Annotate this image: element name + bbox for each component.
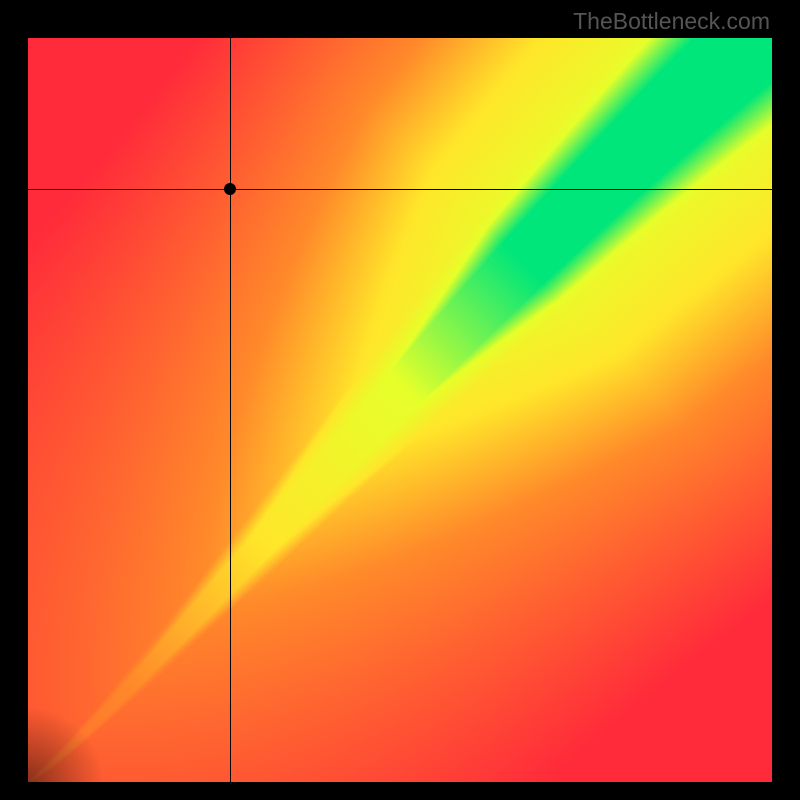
crosshair-horizontal — [28, 189, 772, 190]
heatmap-canvas — [28, 38, 772, 782]
crosshair-vertical — [230, 38, 231, 782]
crosshair-marker — [224, 183, 236, 195]
watermark-text: TheBottleneck.com — [573, 8, 770, 35]
heatmap-plot — [28, 38, 772, 782]
